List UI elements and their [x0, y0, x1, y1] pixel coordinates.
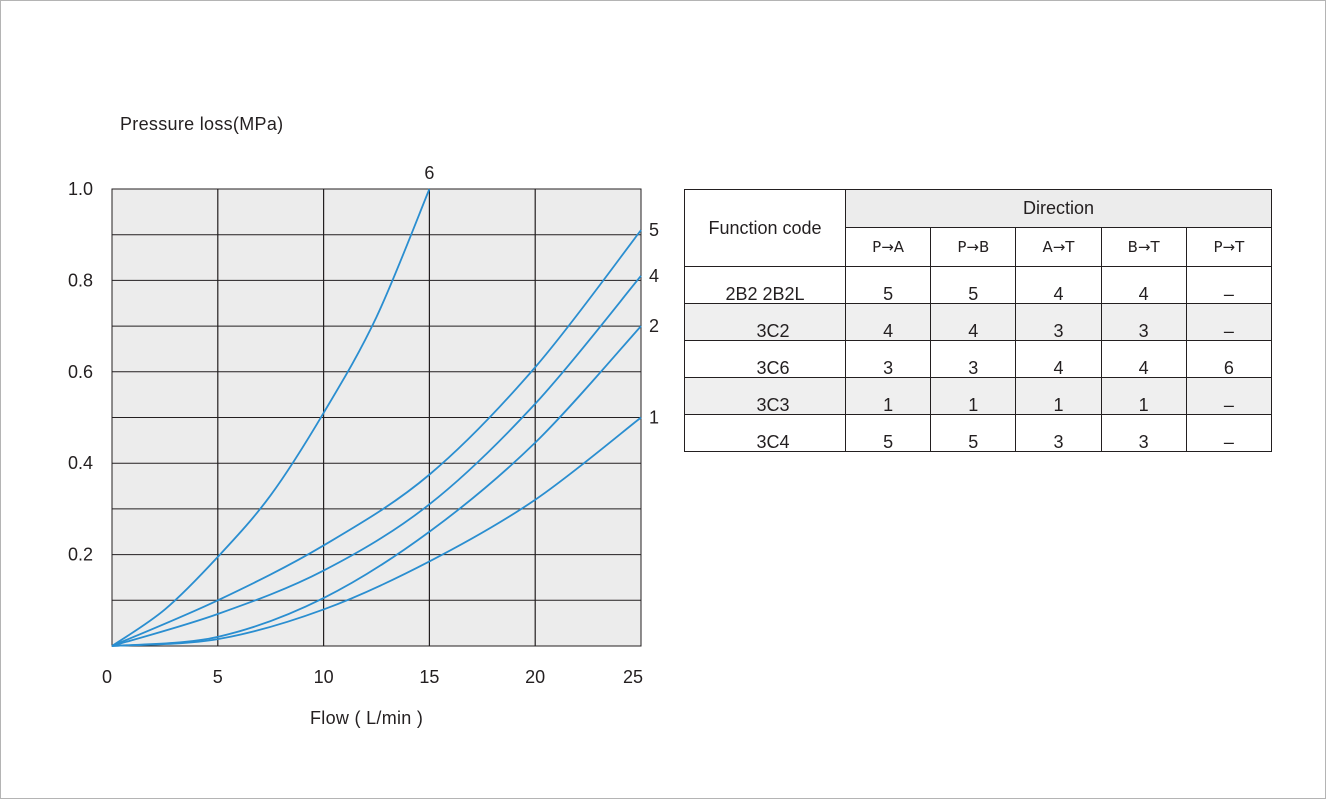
table-cell: 5	[844, 266, 932, 304]
table-cell: 6	[1185, 340, 1273, 378]
series-label-2: 2	[649, 316, 659, 336]
table-cell: 5	[844, 414, 932, 452]
series-line-4	[111, 275, 642, 647]
function-code-cell: 3C6	[684, 340, 846, 378]
series-label-5: 5	[649, 220, 659, 240]
table-cell: 1	[844, 377, 932, 415]
table-cell: 5	[930, 266, 1017, 304]
series-label-6: 6	[424, 163, 434, 183]
y-tick-label: 0.8	[68, 270, 93, 290]
table-cell: 1	[1100, 377, 1187, 415]
table-cell: 1	[930, 377, 1017, 415]
direction-col-1: P→B	[930, 227, 1017, 267]
series-line-5	[111, 229, 642, 647]
direction-col-0: P→A	[844, 227, 932, 267]
x-tick-label: 25	[623, 667, 643, 687]
function-code-cell: 2B2 2B2L	[684, 266, 846, 304]
table-cell: –	[1185, 303, 1273, 341]
table-row: 3C6 3 3 4 4 6	[684, 340, 1273, 378]
y-tick-label: 1.0	[68, 179, 93, 199]
x-axis-label: Flow ( L/min )	[310, 708, 424, 728]
series-label-4: 4	[649, 266, 659, 286]
table-cell: 3	[1015, 414, 1102, 452]
x-tick-label: 20	[525, 667, 545, 687]
table-row: 3C3 1 1 1 1 –	[684, 377, 1273, 415]
table-row: 3C2 4 4 3 3 –	[684, 303, 1273, 341]
table-cell: 4	[1015, 340, 1102, 378]
series-line-1	[111, 416, 642, 647]
x-tick-label: 0	[102, 667, 112, 687]
table-cell: –	[1185, 266, 1273, 304]
series-label-1: 1	[649, 408, 659, 428]
function-code-cell: 3C2	[684, 303, 846, 341]
table-cell: 1	[1015, 377, 1102, 415]
series-line-2	[111, 325, 642, 647]
function-code-cell: 3C3	[684, 377, 846, 415]
function-code-cell: 3C4	[684, 414, 846, 452]
table-cell: –	[1185, 414, 1273, 452]
direction-col-2: A→T	[1015, 227, 1102, 267]
function-code-table: Function code Direction P→A P→B A→T B→T …	[684, 189, 1273, 452]
direction-header: Direction	[845, 189, 1272, 228]
table-row: 2B2 2B2L 5 5 4 4 –	[684, 266, 1273, 304]
x-tick-label: 5	[213, 667, 223, 687]
y-tick-label: 0.2	[68, 545, 93, 565]
table-cell: 4	[1100, 266, 1187, 304]
direction-col-3: B→T	[1100, 227, 1187, 267]
table-cell: 3	[1100, 303, 1187, 341]
x-tick-label: 15	[419, 667, 439, 687]
table-cell: 3	[1015, 303, 1102, 341]
table-cell: 4	[1015, 266, 1102, 304]
table-cell: 3	[1100, 414, 1187, 452]
series-line-6	[111, 188, 431, 647]
table-cell: 5	[930, 414, 1017, 452]
table-cell: 4	[1100, 340, 1187, 378]
table-cell: 3	[930, 340, 1017, 378]
direction-col-4: P→T	[1185, 227, 1273, 267]
table-cell: 4	[930, 303, 1017, 341]
function-code-header: Function code	[684, 189, 846, 267]
y-tick-label: 0.4	[68, 453, 93, 473]
y-axis-label: Pressure loss(MPa)	[120, 114, 284, 134]
table-row: 3C4 5 5 3 3 –	[684, 414, 1273, 452]
table-cell: 3	[844, 340, 932, 378]
table-cell: 4	[844, 303, 932, 341]
x-tick-label: 10	[314, 667, 334, 687]
y-tick-label: 0.6	[68, 362, 93, 382]
table-cell: –	[1185, 377, 1273, 415]
